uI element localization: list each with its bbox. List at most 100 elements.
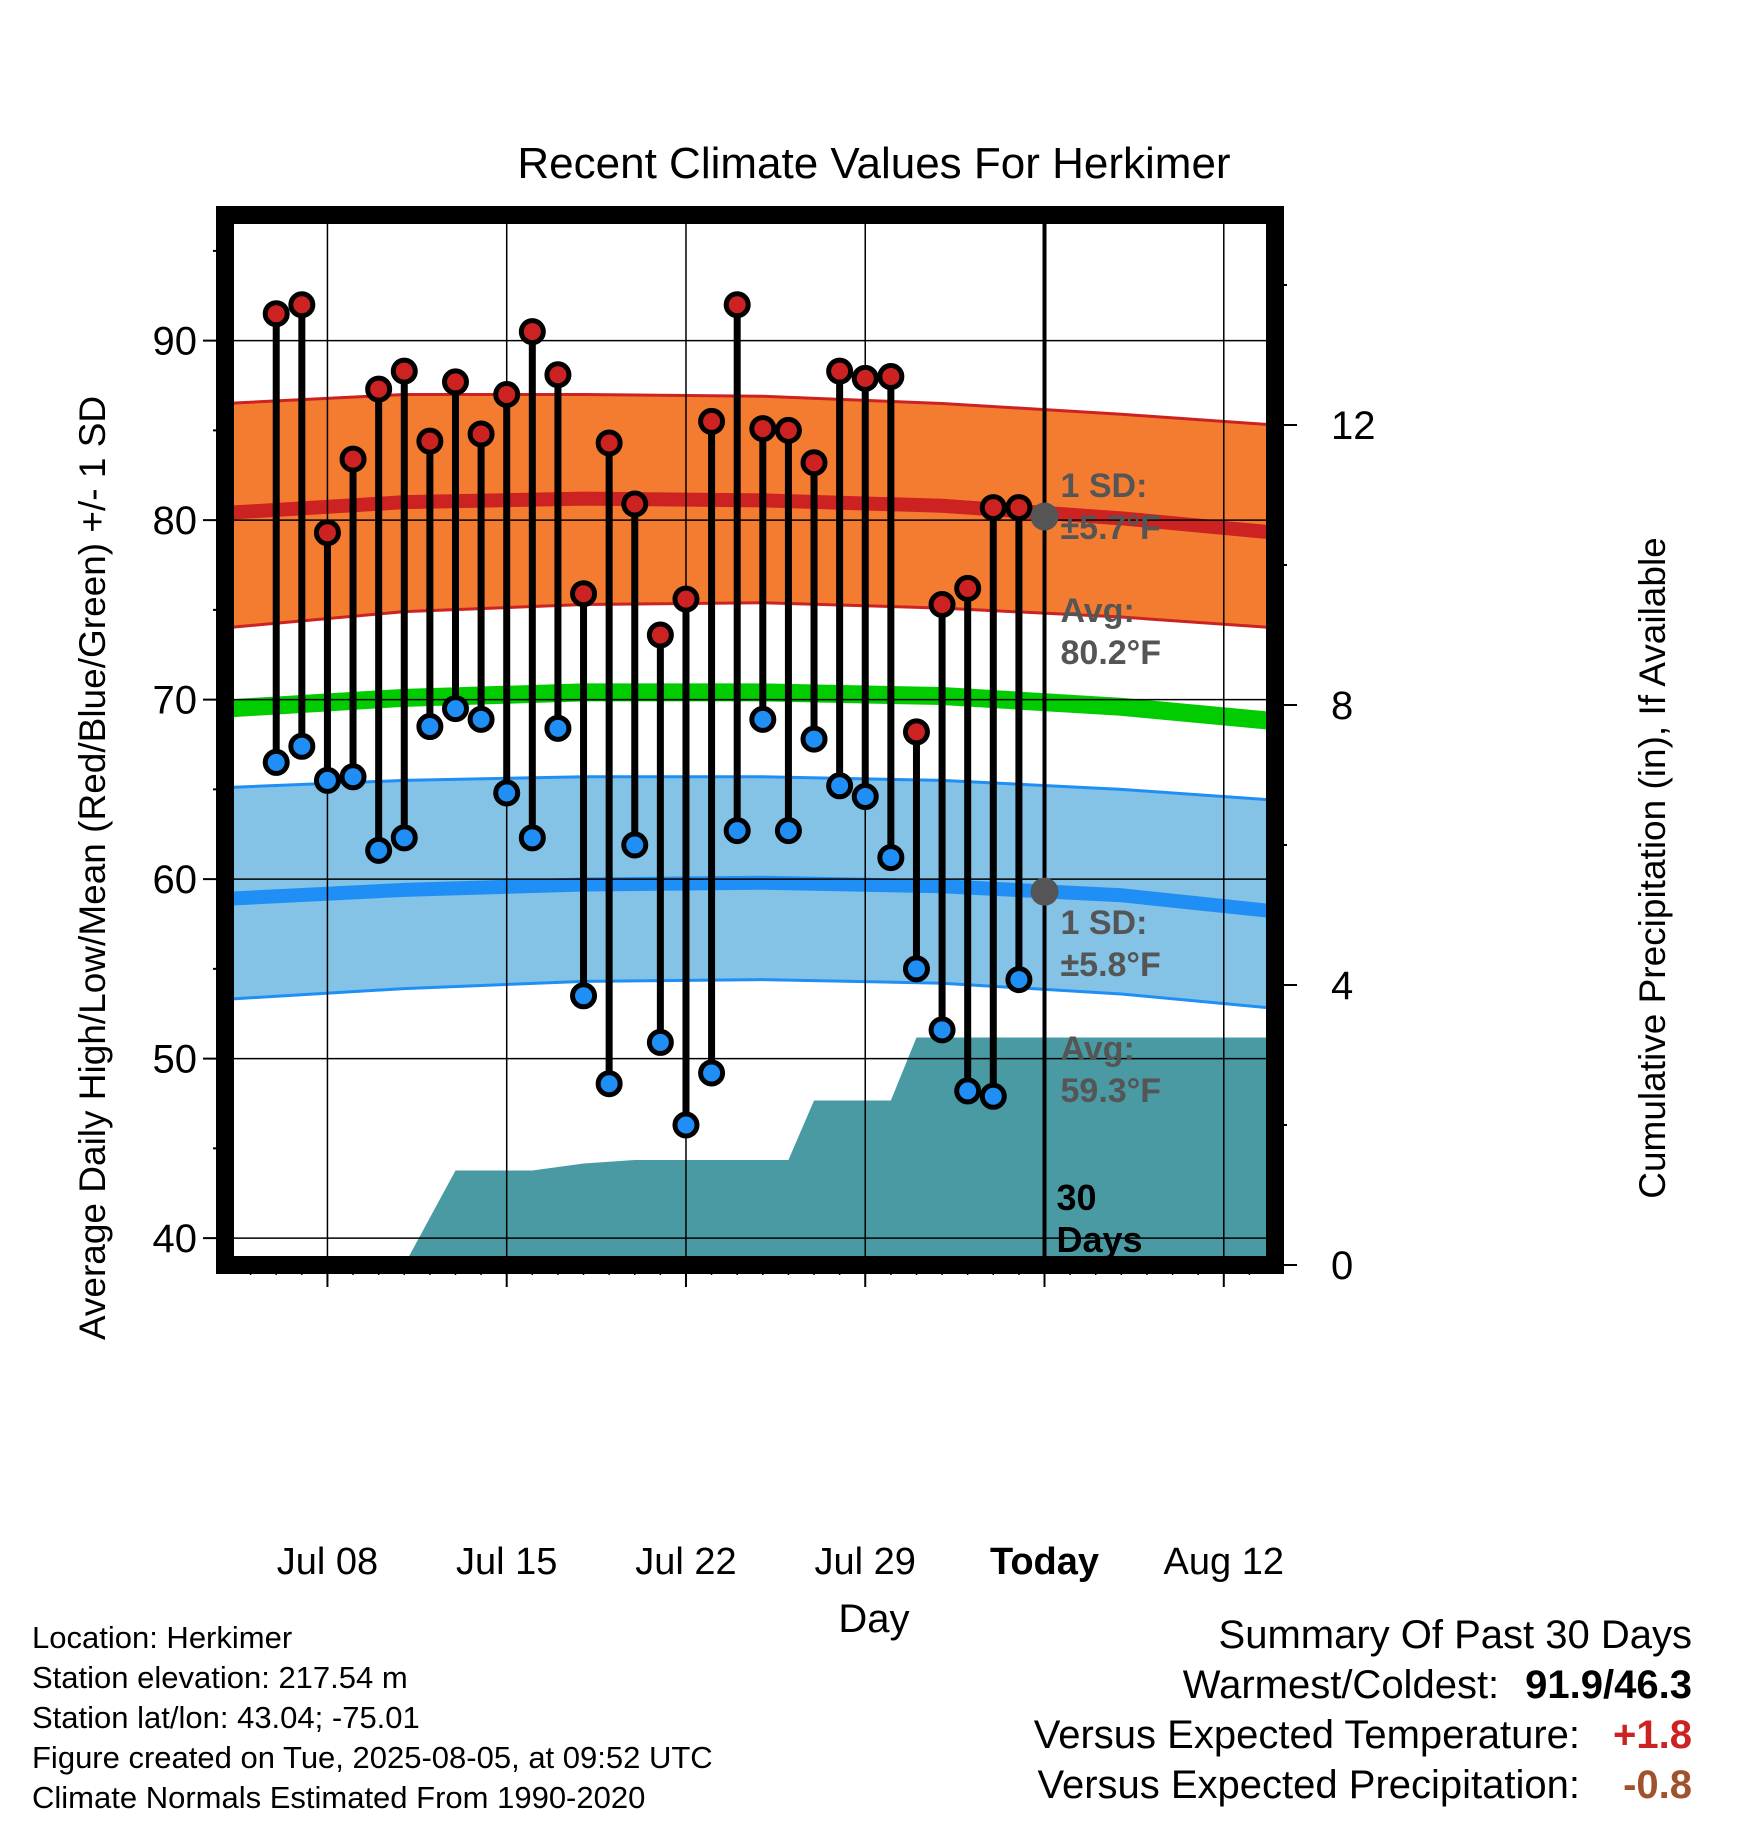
daily-high-point xyxy=(672,585,700,613)
daily-low-point xyxy=(851,783,879,811)
created-text: Figure created on Tue, 2025-08-05, at 09… xyxy=(32,1740,713,1775)
daily-low-point xyxy=(954,1077,982,1105)
daily-low-point xyxy=(826,772,854,800)
daily-high-point xyxy=(723,291,751,319)
high-avg-value: 80.2°F xyxy=(1061,634,1162,672)
daily-high-point xyxy=(313,519,341,547)
daily-low-point xyxy=(749,705,777,733)
daily-low-point xyxy=(800,725,828,753)
summary-temp-row: Versus Expected Temperature: +1.8 xyxy=(1034,1710,1692,1760)
y2-axis-tick-label: 12 xyxy=(1331,404,1376,448)
daily-low-point xyxy=(621,831,649,859)
high-avg-label: Avg: xyxy=(1061,592,1135,630)
x-axis-label: Day xyxy=(838,1597,909,1641)
y2-axis-label: Cumulative Precipitation (in), If Availa… xyxy=(1632,537,1673,1199)
location-text: Location: Herkimer xyxy=(32,1620,293,1655)
daily-high-point xyxy=(262,300,290,328)
summary-warmest-row: Warmest/Coldest: 91.9/46.3 xyxy=(1034,1660,1692,1710)
daily-high-point xyxy=(774,416,802,444)
daily-low-point xyxy=(672,1111,700,1139)
daily-low-point xyxy=(313,766,341,794)
daily-low-point xyxy=(877,844,905,872)
daily-high-point xyxy=(800,449,828,477)
daily-high-point xyxy=(749,415,777,443)
low-sd-label: 1 SD: xyxy=(1061,904,1148,942)
daily-low-point xyxy=(595,1070,623,1098)
daily-low-point xyxy=(493,779,521,807)
y-axis-label: Average Daily High/Low/Mean (Red/Blue/Gr… xyxy=(72,396,113,1340)
daily-low-point xyxy=(416,713,444,741)
y-axis-tick-label: 80 xyxy=(153,499,198,543)
y2-axis-tick-label: 8 xyxy=(1331,684,1353,728)
low-sd-band xyxy=(225,775,1275,1010)
days-label-number: 30 xyxy=(1057,1177,1097,1218)
chart-title: Recent Climate Values For Herkimer xyxy=(517,139,1230,188)
temp-label: Versus Expected Temperature: xyxy=(1033,1713,1580,1757)
daily-high-point xyxy=(288,291,316,319)
daily-high-point xyxy=(979,494,1007,522)
daily-high-point xyxy=(1005,494,1033,522)
y-axis-tick-label: 90 xyxy=(153,320,198,364)
daily-low-point xyxy=(544,714,572,742)
daily-high-point xyxy=(493,380,521,408)
daily-low-point xyxy=(288,732,316,760)
low-avg-label: Avg: xyxy=(1061,1030,1135,1068)
high-sd-value: ±5.7°F xyxy=(1061,509,1161,547)
station-info: Location: Herkimer Station elevation: 21… xyxy=(32,1618,713,1818)
daily-high-point xyxy=(698,407,726,435)
daily-low-point xyxy=(774,817,802,845)
today-high-normal-marker xyxy=(1030,502,1059,531)
daily-high-point xyxy=(518,318,546,346)
daily-low-point xyxy=(902,955,930,983)
x-axis-tick-label: Aug 12 xyxy=(1164,1541,1284,1583)
daily-high-point xyxy=(544,361,572,389)
daily-high-point xyxy=(826,357,854,385)
high-sd-label: 1 SD: xyxy=(1061,467,1148,505)
y-axis-tick-label: 70 xyxy=(153,679,198,723)
daily-high-point xyxy=(390,357,418,385)
precip-area xyxy=(404,1037,1275,1265)
daily-high-point xyxy=(928,590,956,618)
precip-value: -0.8 xyxy=(1623,1763,1692,1807)
low-avg-value: 59.3°F xyxy=(1061,1072,1162,1110)
daily-low-point xyxy=(390,824,418,852)
high-sd-band xyxy=(225,392,1275,630)
x-axis-tick-label: Jul 15 xyxy=(456,1541,557,1583)
warmest-value: 91.9/46.3 xyxy=(1525,1663,1692,1707)
daily-high-point xyxy=(646,621,674,649)
normals-text: Climate Normals Estimated From 1990-2020 xyxy=(32,1780,646,1815)
warmest-label: Warmest/Coldest: xyxy=(1182,1663,1500,1707)
summary-panel: Summary Of Past 30 Days Warmest/Coldest:… xyxy=(1034,1610,1692,1810)
elevation-text: Station elevation: 217.54 m xyxy=(32,1660,408,1695)
y-axis-tick-label: 40 xyxy=(153,1217,198,1261)
x-axis-tick-label: Jul 22 xyxy=(635,1541,736,1583)
daily-high-point xyxy=(902,718,930,746)
daily-low-point xyxy=(365,836,393,864)
daily-high-point xyxy=(365,375,393,403)
x-axis-tick-label: Jul 08 xyxy=(277,1541,378,1583)
daily-low-point xyxy=(467,705,495,733)
daily-high-point xyxy=(851,364,879,392)
summary-precip-row: Versus Expected Precipitation: -0.8 xyxy=(1034,1760,1692,1810)
y-axis-tick-label: 60 xyxy=(153,858,198,902)
plot-frame xyxy=(216,206,1284,1274)
daily-low-point xyxy=(979,1082,1007,1110)
temp-value: +1.8 xyxy=(1613,1713,1692,1757)
daily-high-point xyxy=(954,574,982,602)
latlon-text: Station lat/lon: 43.04; -75.01 xyxy=(32,1700,420,1735)
daily-low-point xyxy=(339,763,367,791)
daily-high-point xyxy=(441,368,469,396)
y2-axis-tick-label: 4 xyxy=(1331,964,1353,1008)
daily-high-point xyxy=(467,420,495,448)
daily-high-point xyxy=(416,427,444,455)
daily-low-point xyxy=(698,1059,726,1087)
daily-low-point xyxy=(570,982,598,1010)
low-mean-line xyxy=(225,875,1275,919)
daily-high-point xyxy=(339,445,367,473)
days-label-text: Days xyxy=(1057,1219,1143,1260)
daily-low-point xyxy=(723,817,751,845)
daily-low-point xyxy=(518,824,546,852)
low-sd-value: ±5.8°F xyxy=(1061,946,1161,984)
